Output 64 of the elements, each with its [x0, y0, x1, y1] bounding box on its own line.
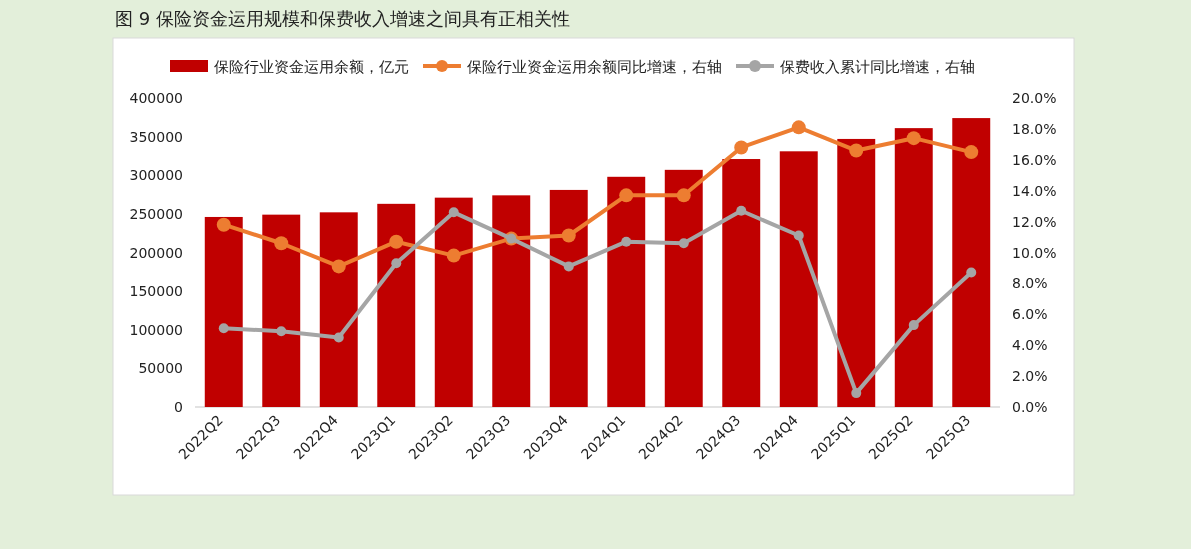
chart-title: 图 9 保险资金运用规模和保费收入增速之间具有正相关性 — [115, 8, 570, 29]
bar — [549, 189, 588, 407]
y2-tick-label: 2.0% — [1012, 368, 1048, 385]
legend-label: 保险行业资金运用余额，亿元 — [214, 58, 409, 76]
bar — [434, 197, 473, 407]
point — [389, 234, 404, 249]
bar — [492, 195, 531, 407]
y-tick-label: 0 — [174, 399, 183, 415]
point — [391, 258, 402, 269]
point — [331, 259, 346, 274]
point — [446, 248, 461, 263]
y-tick-label: 150000 — [129, 283, 183, 300]
point — [678, 238, 689, 249]
point — [448, 207, 459, 218]
legend-label: 保险行业资金运用余额同比增速，右轴 — [467, 58, 722, 76]
point — [333, 332, 344, 343]
point — [851, 388, 862, 399]
y2-tick-label: 12.0% — [1012, 213, 1057, 230]
point — [218, 323, 229, 334]
bar — [722, 159, 761, 407]
bar — [204, 216, 243, 407]
point — [619, 188, 634, 203]
point — [906, 131, 921, 146]
y-tick-label: 50000 — [138, 360, 183, 377]
point — [849, 143, 864, 158]
y-tick-label: 400000 — [129, 90, 183, 106]
point — [563, 261, 574, 272]
point — [908, 320, 919, 331]
y-tick-label: 250000 — [129, 205, 183, 222]
bar — [779, 151, 818, 407]
y-tick-label: 350000 — [129, 128, 183, 145]
legend-label: 保费收入累计同比增速，右轴 — [780, 58, 975, 76]
y-tick-label: 100000 — [129, 321, 183, 338]
point — [964, 145, 979, 160]
y2-tick-label: 14.0% — [1012, 182, 1057, 199]
point — [561, 228, 576, 243]
bar — [837, 138, 876, 407]
y2-tick-label: 20.0% — [1012, 90, 1057, 106]
point — [216, 217, 231, 232]
point — [791, 120, 806, 135]
y2-tick-label: 16.0% — [1012, 151, 1057, 168]
bar — [262, 214, 301, 407]
y2-tick-label: 0.0% — [1012, 399, 1048, 415]
y2-tick-label: 4.0% — [1012, 337, 1048, 354]
point — [966, 267, 977, 278]
bar — [664, 169, 703, 407]
y-tick-label: 200000 — [129, 244, 183, 261]
bar — [319, 212, 358, 407]
bar — [894, 128, 933, 407]
point — [676, 188, 691, 203]
bar — [377, 203, 416, 407]
bar — [952, 118, 991, 407]
y2-tick-label: 18.0% — [1012, 120, 1057, 137]
point — [793, 230, 804, 241]
point — [734, 140, 749, 155]
point — [621, 236, 632, 247]
point — [276, 326, 287, 337]
point — [736, 205, 747, 216]
y2-tick-label: 10.0% — [1012, 244, 1057, 261]
y-tick-label: 300000 — [129, 167, 183, 184]
bar — [607, 176, 646, 407]
point — [274, 236, 289, 251]
y2-tick-label: 6.0% — [1012, 306, 1048, 323]
y2-tick-label: 8.0% — [1012, 275, 1048, 292]
